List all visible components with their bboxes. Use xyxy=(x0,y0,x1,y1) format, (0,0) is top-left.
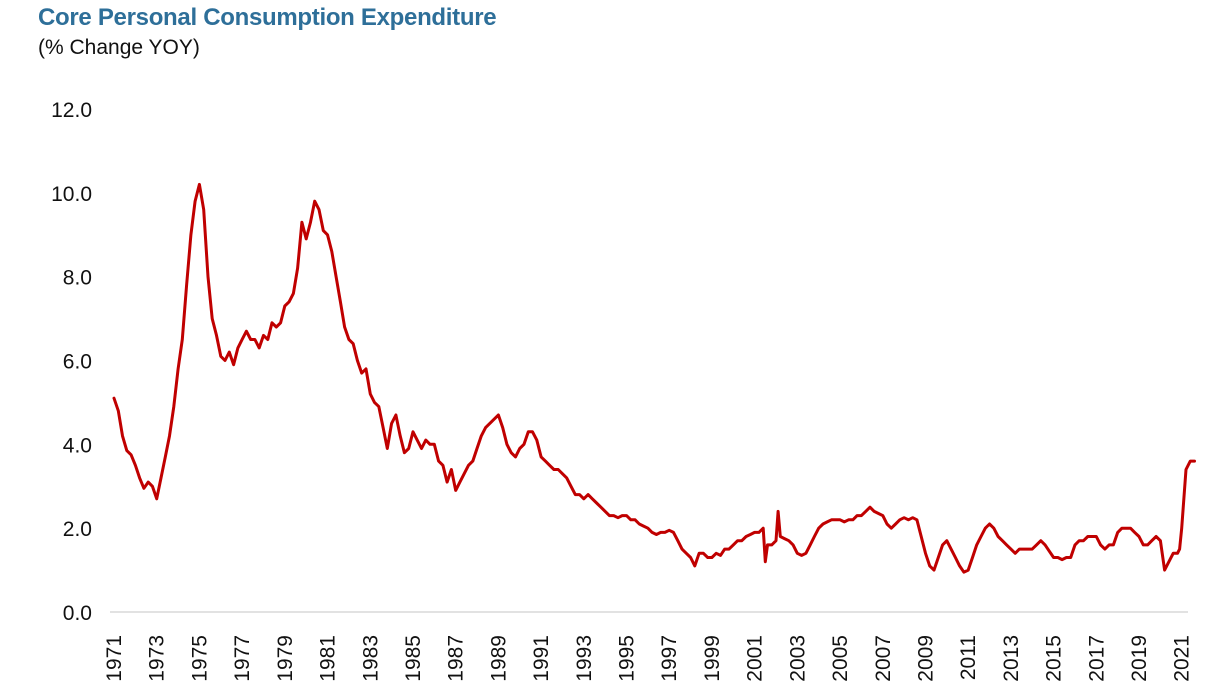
x-tick-label: 1989 xyxy=(487,635,510,682)
x-tick-label: 2021 xyxy=(1171,635,1194,682)
y-axis-ticks: 0.0 2.0 4.0 6.0 8.0 10.0 12.0 xyxy=(51,99,92,625)
x-tick-label: 2013 xyxy=(1000,635,1023,682)
y-tick-label: 6.0 xyxy=(63,351,92,374)
x-tick-label: 2017 xyxy=(1085,635,1108,682)
x-tick-label: 1971 xyxy=(103,635,126,682)
y-tick-label: 2.0 xyxy=(63,518,92,541)
x-tick-label: 1987 xyxy=(445,635,468,682)
x-tick-label: 1999 xyxy=(701,635,724,682)
x-tick-label: 1973 xyxy=(146,635,169,682)
x-tick-label: 2015 xyxy=(1043,635,1066,682)
y-tick-label: 8.0 xyxy=(63,267,92,290)
series-line xyxy=(112,182,1196,574)
x-tick-label: 1977 xyxy=(231,635,254,682)
x-tick-label: 2007 xyxy=(872,635,895,682)
series-group xyxy=(112,182,1196,574)
x-tick-label: 1975 xyxy=(188,635,211,682)
x-tick-label: 2009 xyxy=(914,635,937,682)
x-tick-label: 1993 xyxy=(573,635,596,682)
chart-title: Core Personal Consumption Expenditure xyxy=(38,4,497,31)
x-tick-label: 2011 xyxy=(957,635,980,680)
x-tick-label: 1983 xyxy=(359,635,382,682)
x-tick-label: 2019 xyxy=(1128,635,1151,682)
chart-subtitle: (% Change YOY) xyxy=(38,36,200,59)
x-tick-label: 2005 xyxy=(829,635,852,682)
x-axis-ticks: 1971 1973 1975 1977 1979 1981 1983 1985 1987 1989… xyxy=(103,635,1194,682)
y-tick-label: 4.0 xyxy=(63,434,92,457)
y-tick-label: 12.0 xyxy=(51,99,92,122)
x-tick-label: 1997 xyxy=(658,635,681,682)
x-tick-label: 1985 xyxy=(402,635,425,682)
x-tick-label: 2001 xyxy=(744,635,767,682)
x-tick-label: 1995 xyxy=(616,635,639,682)
x-tick-label: 1979 xyxy=(274,635,297,682)
x-tick-label: 1981 xyxy=(317,635,340,682)
x-tick-label: 1991 xyxy=(530,635,553,682)
y-tick-label: 0.0 xyxy=(63,602,92,625)
y-tick-label: 10.0 xyxy=(51,183,92,206)
x-tick-label: 2003 xyxy=(786,635,809,682)
